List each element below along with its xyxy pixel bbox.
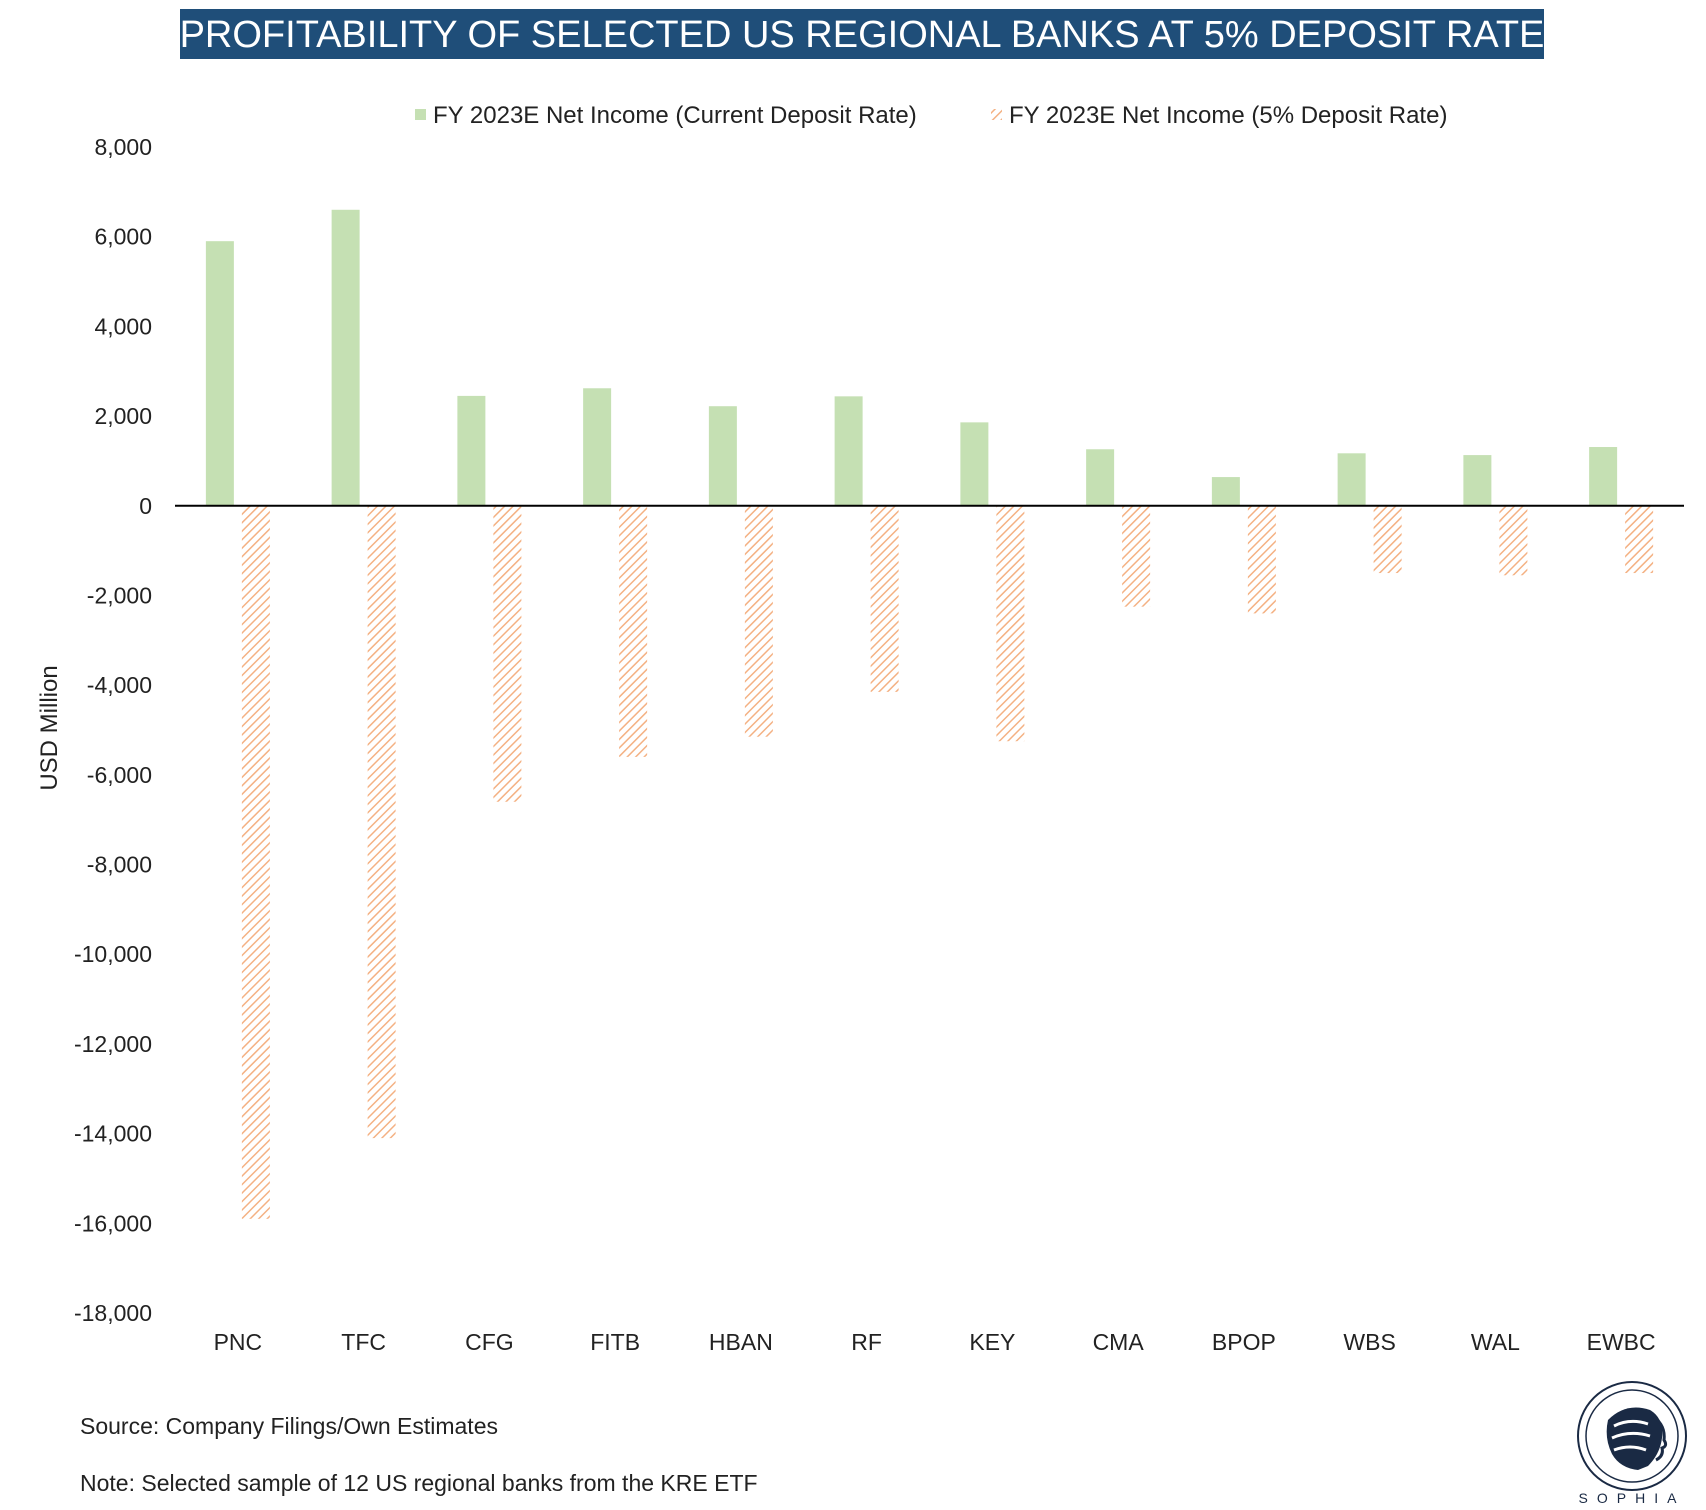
y-tick-label: -18,000 xyxy=(74,1300,152,1326)
bar-cfg-5pct xyxy=(493,505,522,802)
y-tick-label: 6,000 xyxy=(94,224,152,250)
bar-wal-current xyxy=(1463,455,1492,506)
category-labels: PNC TFC CFG FITB HBAN RF KEY CMA BPOP WBS WAL EWBC xyxy=(214,1329,1656,1355)
y-tick-label: -4,000 xyxy=(87,672,152,698)
legend-label-5pct: FY 2023E Net Income (5% Deposit Rate) xyxy=(1009,102,1447,129)
x-category-label: KEY xyxy=(969,1329,1015,1355)
y-tick-label: -14,000 xyxy=(74,1121,152,1147)
bar-rf-current xyxy=(834,396,863,506)
bar-bpop-5pct xyxy=(1247,505,1276,614)
sophia-head-logo-icon: SOPHIA xyxy=(1577,1381,1687,1506)
y-tick-label: 8,000 xyxy=(94,134,152,160)
y-tick-label: -10,000 xyxy=(74,941,152,967)
bar-wal-5pct xyxy=(1499,505,1528,576)
y-tick-label: 2,000 xyxy=(94,403,152,429)
x-category-label: FITB xyxy=(590,1329,640,1355)
x-category-label: CFG xyxy=(465,1329,514,1355)
x-category-label: RF xyxy=(851,1329,882,1355)
bar-hban-5pct xyxy=(744,505,773,737)
x-category-label: WBS xyxy=(1343,1329,1395,1355)
source-note: Source: Company Filings/Own Estimates xyxy=(80,1413,498,1439)
bars xyxy=(205,209,1654,1219)
bar-rf-5pct xyxy=(870,505,899,692)
x-category-label: HBAN xyxy=(709,1329,773,1355)
y-tick-label: 4,000 xyxy=(94,313,152,339)
bar-cma-5pct xyxy=(1122,505,1151,607)
bar-cfg-current xyxy=(457,395,486,506)
x-category-label: BPOP xyxy=(1212,1329,1276,1355)
y-tick-label: 0 xyxy=(139,493,152,519)
bar-key-current xyxy=(960,422,989,506)
logo-text: SOPHIA xyxy=(1579,1490,1686,1506)
bar-tfc-current xyxy=(331,209,360,506)
x-category-label: EWBC xyxy=(1587,1329,1656,1355)
legend: FY 2023E Net Income (Current Deposit Rat… xyxy=(415,102,1447,129)
bar-cma-current xyxy=(1086,449,1115,506)
y-tick-label: -16,000 xyxy=(74,1210,152,1236)
bar-wbs-current xyxy=(1337,453,1366,506)
x-category-label: PNC xyxy=(214,1329,263,1355)
x-category-label: WAL xyxy=(1471,1329,1520,1355)
y-tick-label: -2,000 xyxy=(87,582,152,608)
bar-pnc-current xyxy=(205,241,234,506)
legend-swatch-5pct xyxy=(991,109,1002,120)
bar-pnc-5pct xyxy=(241,505,270,1219)
y-axis-title: USD Million xyxy=(36,665,63,790)
footnote: Note: Selected sample of 12 US regional … xyxy=(80,1470,758,1496)
bar-wbs-5pct xyxy=(1373,505,1402,574)
title-banner xyxy=(180,9,1544,59)
y-tick-label: -12,000 xyxy=(74,1031,152,1057)
x-category-label: TFC xyxy=(341,1329,386,1355)
bar-fitb-5pct xyxy=(619,505,648,757)
chart-title: PROFITABILITY OF SELECTED US REGIONAL BA… xyxy=(180,14,1545,56)
legend-swatch-current xyxy=(415,109,426,120)
y-axis-ticks: 8,000 6,000 4,000 2,000 0 -2,000 -4,000 -6,000 -… xyxy=(74,134,152,1326)
bar-tfc-5pct xyxy=(367,505,396,1139)
x-category-label: CMA xyxy=(1093,1329,1145,1355)
bar-key-5pct xyxy=(996,505,1025,742)
bar-fitb-current xyxy=(583,388,612,506)
legend-label-current: FY 2023E Net Income (Current Deposit Rat… xyxy=(433,102,917,129)
bar-ewbc-current xyxy=(1589,447,1618,506)
y-tick-label: -8,000 xyxy=(87,852,152,878)
bar-bpop-current xyxy=(1211,477,1240,506)
bar-hban-current xyxy=(708,406,737,506)
bar-ewbc-5pct xyxy=(1625,505,1654,574)
y-tick-label: -6,000 xyxy=(87,762,152,788)
